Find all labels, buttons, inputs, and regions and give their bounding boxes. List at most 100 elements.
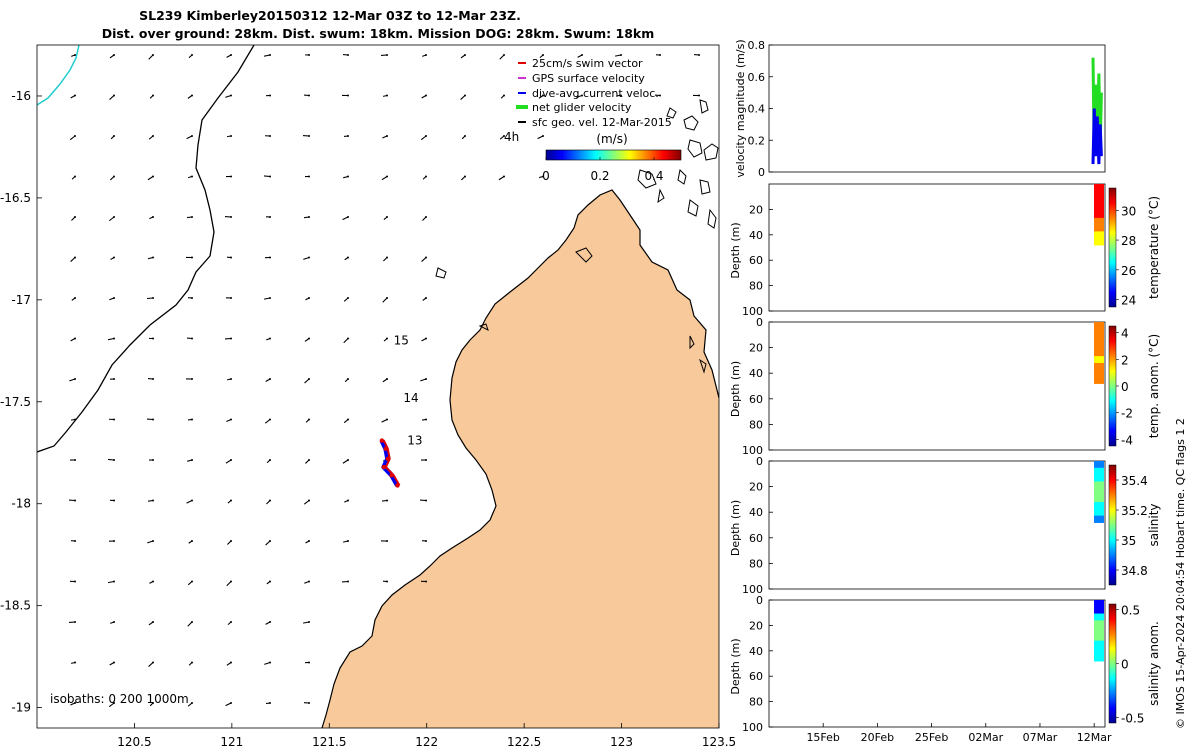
arrow-head <box>308 580 310 583</box>
section-y-tick-label: 100 <box>742 444 763 457</box>
section-y-label: Depth (m) <box>729 500 742 556</box>
glider-track <box>379 438 401 488</box>
map-frame <box>36 44 720 729</box>
arrow-head <box>386 540 388 542</box>
section-cell <box>1094 481 1104 489</box>
arrow-head <box>425 54 427 56</box>
section-colorbar-tick-label: 4 <box>1121 327 1129 341</box>
arrow-head <box>113 256 115 259</box>
section-y-tick-label: 40 <box>749 506 763 519</box>
arrow-head <box>113 135 115 137</box>
arrow-head <box>230 337 232 340</box>
arrow-head <box>74 499 76 502</box>
arrow-head <box>464 135 466 137</box>
arrow-head <box>698 54 700 56</box>
velocity-y-tick-label: 0.2 <box>748 134 766 147</box>
arrow-head <box>269 580 271 583</box>
surface-velocity-arrow <box>69 378 76 382</box>
colorbar-tick-label: 0 <box>542 169 550 183</box>
surface-velocity-arrow <box>186 500 193 504</box>
section-cell <box>1094 654 1104 662</box>
arrow-head <box>308 94 310 97</box>
track-map: 120.5 121 121.5 122 122.5 123 123.5 -16-16.5-1… <box>0 44 736 749</box>
arrow-head <box>620 94 622 97</box>
map-x-tick-label: 123 <box>610 735 633 749</box>
arrow-head <box>425 216 427 218</box>
track-point <box>395 483 400 488</box>
track-point <box>379 438 385 443</box>
map-legend: 25cm/s swim vector GPS surface velocity … <box>516 57 672 129</box>
arrow-head <box>74 175 76 178</box>
section-frame <box>768 183 1106 312</box>
arrow-head <box>386 94 388 97</box>
section-cell <box>1094 633 1104 642</box>
track-hour-label: 14 <box>403 391 418 405</box>
arrow-head <box>230 256 232 259</box>
arrow-head <box>113 175 115 178</box>
arrow-head <box>503 135 505 137</box>
arrow-head <box>347 459 349 461</box>
track-hour-labels: 15 14 13 <box>394 334 423 448</box>
arrow-head <box>74 54 76 56</box>
arrow-head <box>113 540 115 542</box>
arrow-head <box>191 94 193 97</box>
arrow-head <box>230 54 232 56</box>
section-y-label: Depth (m) <box>729 361 742 417</box>
section-y-tick-label: 60 <box>749 532 763 545</box>
arrow-head <box>308 216 310 218</box>
section-cell <box>1094 606 1104 615</box>
arrow-head <box>230 216 232 218</box>
arrow-head <box>113 661 115 664</box>
isobaths-note: isobaths: 0 200 1000m <box>50 692 189 706</box>
arrow-head <box>113 297 115 299</box>
arrow-head <box>425 135 427 137</box>
section-cell <box>1094 474 1104 482</box>
arrow-head <box>191 661 193 664</box>
arrow-head <box>347 256 349 259</box>
arrow-head <box>230 661 232 664</box>
arrow-head <box>152 94 154 97</box>
section-colorbar-tick-label: 30 <box>1121 204 1136 218</box>
section-cell <box>1094 335 1104 343</box>
track-hour-label: 15 <box>394 334 409 348</box>
arrow-head <box>269 94 271 97</box>
arrow-head <box>152 580 154 583</box>
section-cell <box>1094 620 1104 628</box>
arrow-head <box>269 54 271 56</box>
arrow-head <box>230 580 232 583</box>
colorbar-ticks: 0 0.2 0.4 <box>542 157 664 183</box>
arrow-head <box>503 94 505 97</box>
section-colorbar-label: salinity anom. <box>1147 621 1161 706</box>
arrow-head <box>308 256 310 259</box>
land-mass <box>322 190 719 728</box>
velocity-series-line <box>1091 108 1103 165</box>
arrow-head <box>542 94 544 97</box>
section-cell <box>1094 349 1104 357</box>
section-cell <box>1094 197 1104 205</box>
arrow-head <box>425 378 427 380</box>
track-hour-label: 13 <box>407 434 422 448</box>
surface-velocity-arrow <box>107 458 115 461</box>
arrow-head <box>230 540 232 542</box>
arrow-head <box>113 499 115 502</box>
section-colorbar-tick-label: 0 <box>1121 658 1129 672</box>
arrow-head <box>464 175 466 178</box>
arrow-head <box>581 94 583 97</box>
track-point <box>389 472 394 478</box>
arrow-head <box>74 418 76 421</box>
arrow-head <box>503 175 505 178</box>
section-colorbar-tick-label: 0 <box>1121 380 1129 394</box>
surface-velocity-arrow <box>421 257 427 262</box>
arrow-head <box>74 378 76 380</box>
section-y-tick-label: 0 <box>756 316 763 329</box>
surface-velocity-arrow <box>109 95 115 100</box>
arrow-head <box>542 135 544 137</box>
arrow-head <box>191 175 193 178</box>
arrow-head <box>698 94 700 97</box>
colorbar-tick-label: 0.4 <box>644 169 663 183</box>
section-cell <box>1094 467 1104 476</box>
date-x-tick-label: 25Feb <box>915 731 948 744</box>
arrow-head <box>230 135 232 137</box>
arrow-head <box>269 297 271 299</box>
